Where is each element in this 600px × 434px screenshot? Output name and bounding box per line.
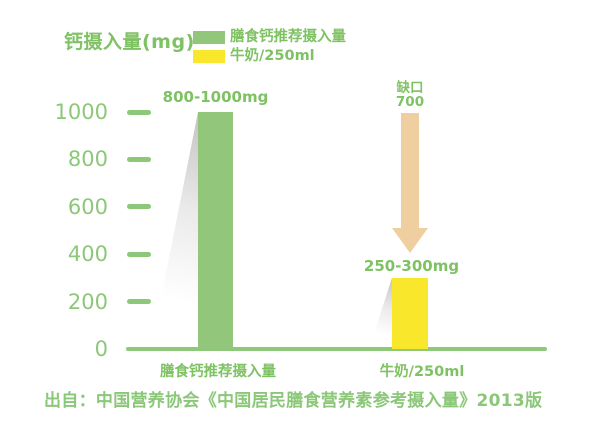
gap-annotation-label: 缺口 700	[370, 81, 450, 109]
y-tick-label: 1000	[54, 100, 108, 124]
bar-value-label-milk: 250-300mg	[363, 257, 460, 275]
gap-arrow-icon	[392, 113, 428, 253]
gap-annotation-value: 700	[395, 94, 425, 110]
y-tick-label: 800	[67, 147, 108, 172]
legend-item-recommended: 膳食钙推荐摄入量	[193, 30, 346, 44]
y-tick-label: 600	[67, 194, 108, 219]
legend-label-recommended: 膳食钙推荐摄入量	[230, 28, 346, 45]
bar-value-label-recommended: 800-1000mg	[162, 88, 269, 106]
bar-recommended-intake	[198, 112, 233, 349]
gap-annotation-text: 缺口	[396, 80, 424, 96]
x-axis-line	[126, 347, 547, 351]
y-tick-label: 400	[67, 242, 108, 267]
legend-label-milk: 牛奶/250ml	[230, 47, 315, 64]
source-note: 出自：中国营养协会《中国居民膳食营养素参考摄入量》2013版	[44, 391, 543, 411]
legend: 膳食钙推荐摄入量 牛奶/250ml	[193, 30, 346, 63]
legend-item-milk: 牛奶/250ml	[193, 49, 346, 63]
bar-milk	[392, 277, 428, 349]
y-tick-label: 0	[94, 337, 108, 361]
x-axis-label-recommended: 膳食钙推荐摄入量	[160, 364, 276, 380]
y-tick-label: 200	[67, 289, 108, 314]
y-tick-mark	[127, 299, 151, 305]
chart-title: 钙摄入量(mg)	[64, 31, 195, 53]
bar-shadow-green	[151, 112, 198, 349]
y-tick-mark	[127, 156, 151, 162]
x-axis-label-milk: 牛奶/250ml	[379, 364, 465, 380]
y-tick-mark	[127, 251, 151, 257]
legend-swatch-green	[193, 30, 225, 44]
y-tick-mark	[127, 109, 151, 115]
legend-swatch-yellow	[193, 49, 225, 63]
y-tick-mark	[127, 204, 151, 210]
bar-shadow-yellow	[369, 277, 392, 349]
